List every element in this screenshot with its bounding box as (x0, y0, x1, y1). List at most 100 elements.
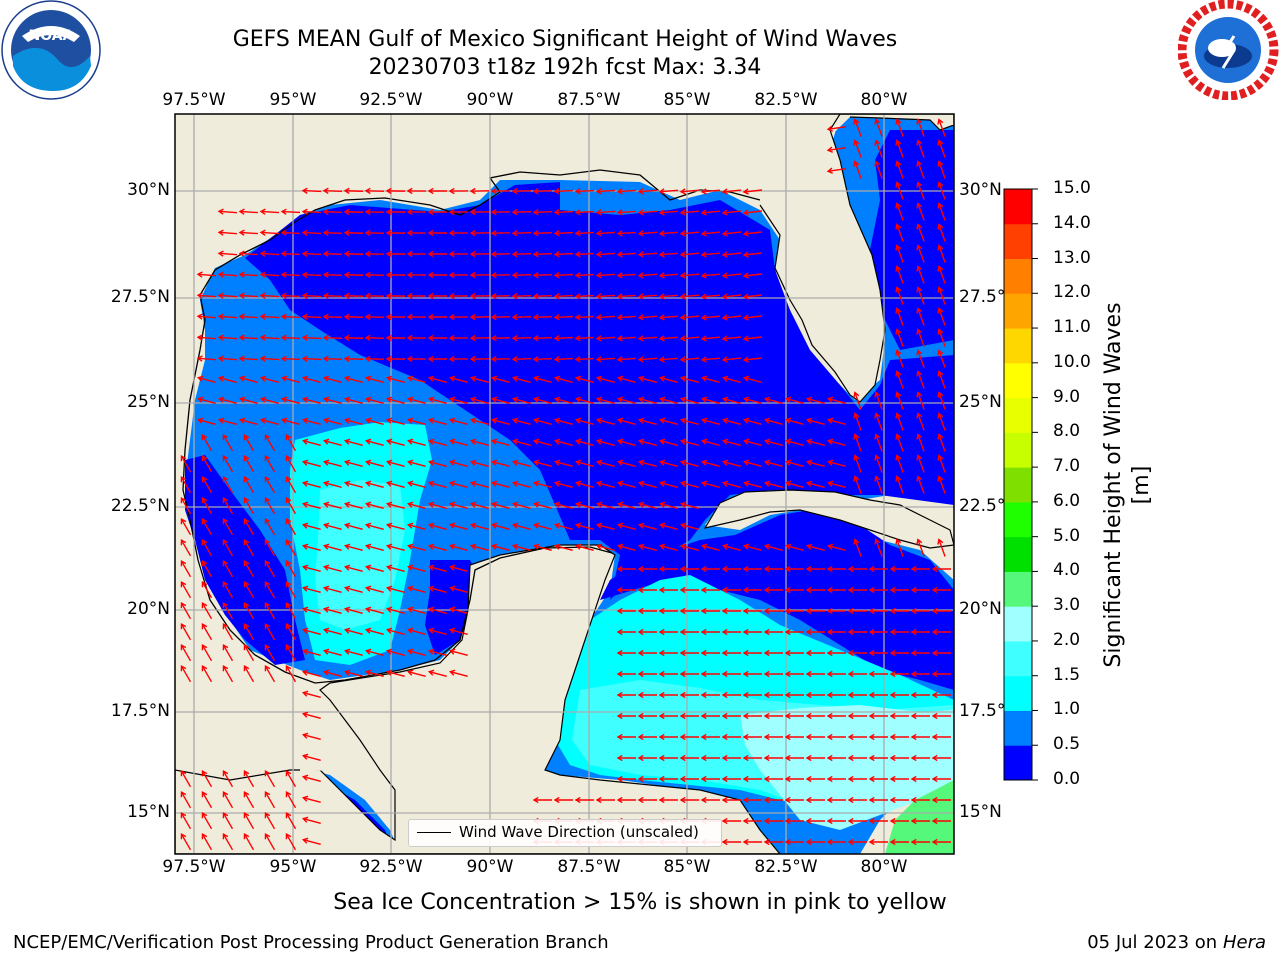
sea-ice-note: Sea Ice Concentration > 15% is shown in … (333, 890, 947, 915)
wind-wave-arrow (387, 502, 405, 510)
wind-wave-arrow (660, 397, 678, 405)
wind-wave-arrow (450, 439, 468, 447)
wind-wave-arrow (512, 211, 532, 213)
wind-wave-arrow (387, 544, 405, 552)
wind-wave-arrow (659, 315, 679, 319)
wind-wave-arrowhead (895, 181, 902, 188)
wind-wave-arrowhead (679, 480, 687, 487)
wind-wave-arrow (744, 376, 762, 384)
wind-wave-arrowhead (616, 522, 624, 529)
wind-wave-arrow (938, 119, 946, 137)
wind-wave-arrow (366, 439, 384, 447)
wind-wave-arrowhead (532, 209, 539, 216)
wind-wave-arrowhead (700, 417, 708, 424)
wind-wave-arrow (554, 231, 574, 235)
wind-wave-arrowhead (343, 522, 351, 529)
wind-wave-arrowhead (721, 335, 728, 342)
wind-wave-arrowhead (364, 334, 371, 342)
wind-wave-arrowhead (448, 292, 455, 300)
wind-wave-arrow (680, 231, 700, 235)
wind-wave-arrowhead (616, 543, 624, 550)
wind-wave-arrow (639, 481, 657, 489)
wind-wave-arrowhead (322, 355, 329, 362)
wind-wave-arrowhead (805, 817, 812, 825)
wind-wave-arrowhead (238, 417, 246, 424)
wind-wave-arrowhead (895, 391, 902, 398)
wind-wave-arrowhead (243, 455, 250, 462)
wind-wave-arrowhead (916, 244, 923, 251)
wind-wave-arrow (324, 418, 342, 426)
wind-wave-arrowhead (679, 335, 686, 342)
wind-wave-arrow (828, 418, 846, 426)
wind-wave-arrowhead (301, 271, 308, 278)
wind-wave-arrow (576, 502, 594, 510)
wind-wave-arrow (533, 189, 553, 193)
wind-wave-arrow (617, 189, 637, 193)
wind-wave-arrowhead (427, 396, 435, 403)
wind-wave-arrow (827, 126, 847, 130)
colorbar-tick-label: 10.0 (1053, 351, 1091, 372)
wind-wave-arrowhead (721, 459, 729, 466)
wind-wave-arrowhead (910, 628, 917, 636)
wind-wave-arrowhead (553, 375, 561, 382)
wind-wave-arrowhead (385, 313, 392, 321)
wind-wave-arrowhead (243, 518, 250, 525)
wind-wave-arrowhead (679, 417, 687, 424)
wind-wave-arrow (366, 628, 384, 636)
wind-wave-arrowhead (469, 459, 477, 466)
wind-wave-arrowhead (243, 770, 250, 777)
wind-wave-arrowhead (180, 791, 187, 798)
wind-wave-arrowhead (700, 293, 707, 300)
wind-wave-arrowhead (805, 712, 812, 720)
colorbar-segment (1004, 432, 1032, 468)
wind-wave-arrowhead (721, 375, 729, 382)
wind-wave-arrow (471, 418, 489, 426)
wind-wave-arrowhead (264, 833, 271, 840)
wind-wave-arrowhead (616, 733, 623, 741)
wind-wave-arrow (408, 607, 426, 615)
wind-wave-arrowhead (679, 459, 687, 466)
wind-wave-arrow (243, 434, 255, 452)
wind-wave-arrow (264, 770, 276, 788)
wind-wave-arrow (596, 357, 616, 361)
wind-wave-arrowhead (679, 188, 686, 195)
wind-wave-arrow (281, 210, 301, 214)
colorbar-tick-label: 0.0 (1053, 769, 1081, 789)
wind-wave-arrowhead (511, 334, 518, 342)
wind-wave-arrow (596, 210, 616, 214)
wind-wave-arrowhead (301, 459, 309, 466)
wind-wave-arrowhead (427, 375, 435, 382)
wind-wave-arrowhead (826, 628, 833, 636)
lat-label: 30°N (127, 180, 170, 200)
wind-wave-arrowhead (364, 501, 372, 508)
wind-wave-arrow (303, 502, 321, 510)
wind-wave-arrowhead (889, 691, 896, 699)
wind-wave-arrowhead (553, 396, 561, 403)
wind-wave-arrow (264, 644, 276, 662)
wind-wave-arrow (218, 336, 238, 340)
wind-wave-arrow (219, 418, 237, 426)
wind-wave-arrow (201, 833, 213, 851)
wind-wave-arrow (450, 397, 468, 405)
wind-wave-arrow (681, 439, 699, 447)
wind-wave-arrow (723, 460, 741, 468)
wind-wave-arrowhead (895, 412, 902, 419)
wind-wave-arrow (261, 376, 279, 384)
wind-wave-arrowhead (616, 459, 624, 466)
wind-wave-arrow (701, 189, 721, 193)
wind-wave-arrowhead (658, 396, 666, 403)
wind-wave-arrowhead (574, 356, 581, 363)
wind-wave-arrow (264, 665, 276, 683)
wind-wave-arrowhead (916, 202, 923, 209)
wind-wave-arrowhead (364, 522, 372, 529)
wind-wave-arrow (408, 544, 426, 552)
wind-wave-arrowhead (637, 775, 644, 783)
wind-wave-arrow (512, 190, 532, 192)
wind-wave-arrowhead (322, 313, 329, 320)
wind-wave-arrowhead (658, 293, 665, 300)
wind-wave-arrow (243, 644, 255, 662)
wind-wave-arrowhead (301, 208, 308, 215)
wind-wave-arrow (534, 481, 552, 489)
wind-wave-arrow (218, 294, 238, 298)
wind-wave-arrow (617, 210, 637, 214)
